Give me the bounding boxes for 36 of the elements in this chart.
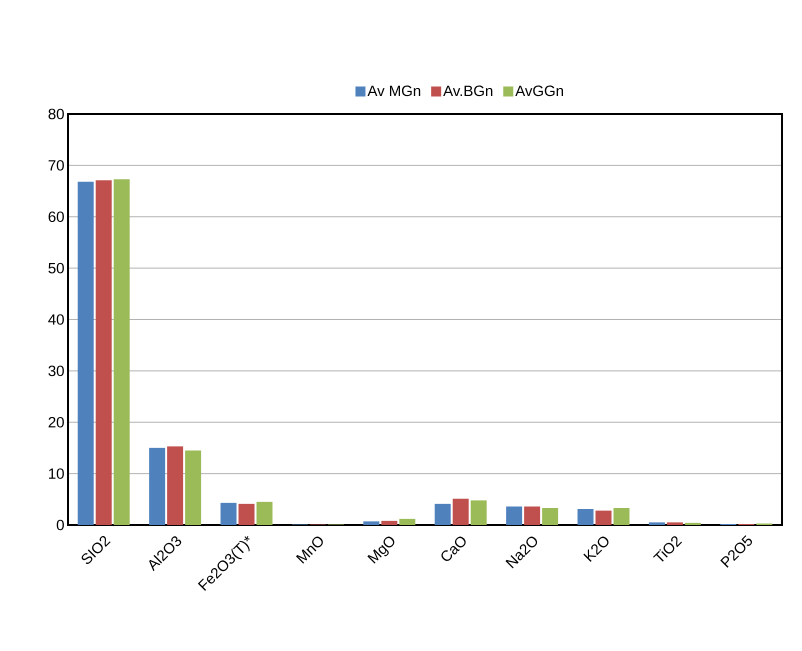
bar (114, 179, 130, 525)
x-tick-label: CaO (441, 536, 466, 561)
y-tick-label: 30 (48, 366, 64, 376)
bar (238, 504, 255, 525)
bar (78, 182, 94, 525)
y-tick-label: 70 (48, 160, 64, 171)
legend-label: AvGGn (515, 86, 564, 96)
bar (666, 522, 683, 525)
bar (399, 518, 416, 525)
bar (185, 450, 202, 525)
y-tick-label: 80 (48, 108, 64, 120)
bar (363, 521, 380, 525)
y-tick-label: 50 (48, 262, 64, 274)
bar (578, 509, 594, 525)
bar (220, 502, 237, 525)
bar (506, 506, 522, 525)
bar (524, 506, 540, 525)
legend-label: Av MGn (367, 86, 420, 96)
bar (381, 520, 398, 525)
y-tick-label: 0 (56, 520, 64, 530)
y-tick-label: 60 (48, 211, 64, 222)
bar (648, 522, 665, 525)
bar (614, 508, 630, 525)
bar (256, 502, 272, 525)
legend-label: Av.BGn (443, 86, 492, 96)
bar (542, 508, 558, 525)
bar (149, 448, 166, 525)
bar (596, 510, 612, 525)
bar (434, 504, 451, 525)
y-tick-label: 10 (49, 468, 64, 479)
bar (452, 498, 469, 525)
y-tick-label: 40 (48, 314, 64, 325)
y-tick-label: 20 (48, 416, 64, 428)
bar (167, 446, 184, 525)
bar (96, 180, 112, 525)
bar (470, 500, 487, 525)
